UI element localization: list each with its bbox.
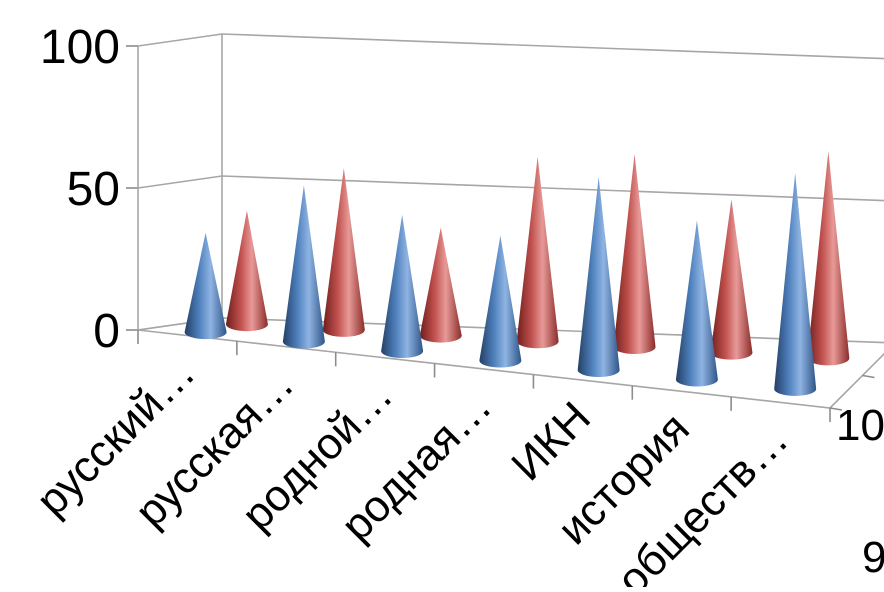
cone-series1-3 [479, 235, 522, 368]
category-label: ИКН [502, 393, 600, 491]
cone-series1-6 [774, 173, 817, 396]
depth-tick-mark [862, 374, 875, 379]
y-tick-label: 0 [93, 305, 120, 358]
depth-tick-mark [829, 407, 843, 411]
series-depth-label: 9 [862, 533, 884, 582]
cone-series2-4 [613, 153, 656, 354]
cone-series2-2 [419, 227, 462, 343]
y-tick-label: 50 [67, 163, 120, 216]
cone-series2-0 [225, 210, 268, 332]
cone-series2-5 [710, 199, 753, 360]
axes-layer [126, 33, 884, 422]
cone-series1-1 [282, 185, 325, 349]
cone-series2-1 [322, 168, 365, 337]
cone-series1-4 [577, 176, 620, 378]
cone-series1-0 [184, 232, 227, 340]
gridline [137, 33, 884, 60]
y-tick-label: 100 [40, 21, 120, 74]
cone-series1-5 [675, 220, 718, 387]
series-depth-label: 10 [836, 401, 884, 450]
marks-layer [184, 151, 850, 396]
cone-series1-2 [381, 214, 424, 359]
cone-series2-6 [807, 151, 850, 366]
gridline [137, 175, 884, 202]
cone-series2-3 [516, 156, 559, 349]
